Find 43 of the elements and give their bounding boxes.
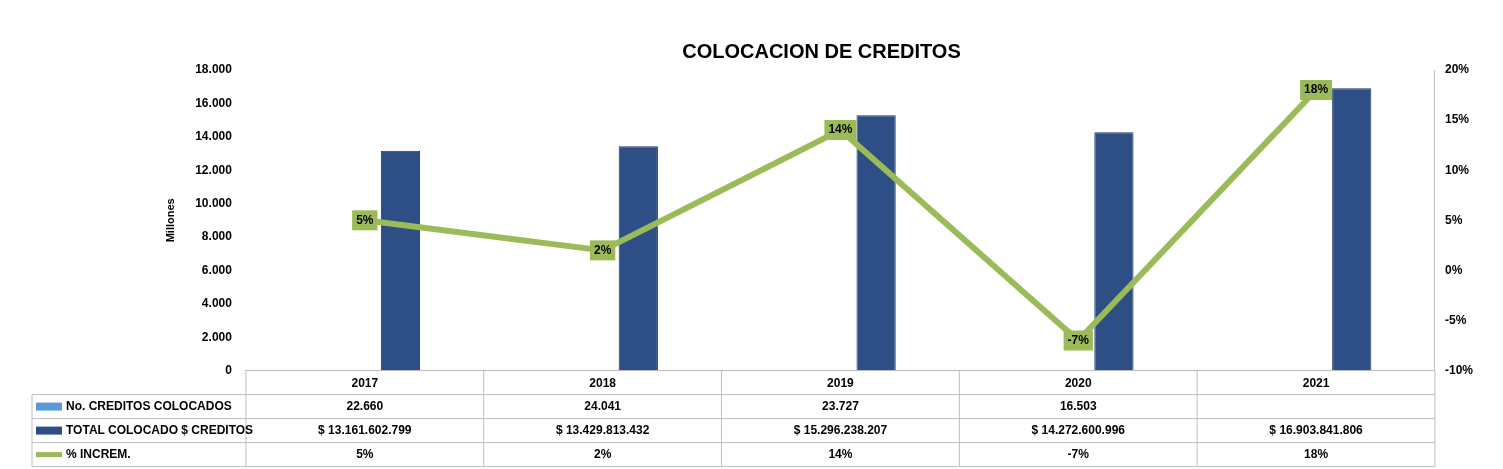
y2-tick-label: -5%	[1444, 312, 1467, 327]
y-axis-title: Millones	[163, 198, 176, 243]
y-tick-label: 16.000	[195, 95, 233, 110]
text: $ 16.903.841.806	[1269, 422, 1364, 437]
legend-label: No. CREDITOS COLOCADOS	[66, 398, 232, 413]
data-label: 5%	[356, 446, 374, 461]
y-tick-label: 8.000	[201, 229, 233, 244]
y-tick-label: 14.000	[195, 129, 233, 144]
y-tick-label: 6.000	[201, 262, 233, 277]
y2-tick-label: -10%	[1444, 362, 1474, 377]
y2-tick-label: 10%	[1444, 162, 1470, 177]
data-label: 14%	[828, 446, 853, 461]
x-tick-label: 2018	[589, 376, 617, 391]
x-tick-label: 2017	[351, 376, 379, 391]
text: 5%	[356, 212, 374, 227]
chart-title: COLOCACION DE CREDITOS	[682, 39, 961, 62]
data-label: -7%	[1067, 446, 1090, 461]
data-label: 18%	[1304, 446, 1329, 461]
text: $ 13.429.813.432	[555, 422, 650, 437]
y2-tick-label: 0%	[1444, 262, 1463, 277]
y-tick-label: 0	[225, 362, 233, 377]
legend-label: TOTAL COLOCADO $ CREDITOS	[66, 422, 254, 437]
y2-tick-label: 20%	[1444, 62, 1470, 77]
x-tick-label: 2019	[827, 376, 855, 391]
y-tick-label: 18.000	[195, 62, 233, 77]
text: 24.041	[584, 398, 622, 413]
x-tick-label: 2020	[1064, 376, 1092, 391]
y-tick-label: 10.000	[195, 195, 233, 210]
text: 23.727	[822, 398, 860, 413]
text: 22.660	[346, 398, 384, 413]
legend-label: % INCREM.	[66, 446, 131, 461]
y-tick-label: 4.000	[201, 296, 233, 311]
text: $ 14.272.600.996	[1031, 422, 1126, 437]
y2-tick-label: 15%	[1444, 112, 1470, 127]
text: 2%	[593, 242, 612, 257]
y2-tick-label: 5%	[1444, 212, 1463, 227]
y-tick-label: 12.000	[195, 162, 233, 177]
text: $ 15.296.238.207	[793, 422, 888, 437]
data-label: 2%	[593, 446, 612, 461]
text: 16.503	[1059, 398, 1097, 413]
text: $ 13.161.602.799	[318, 422, 412, 437]
x-tick-label: 2021	[1302, 376, 1330, 391]
y-tick-label: 2.000	[201, 329, 233, 344]
